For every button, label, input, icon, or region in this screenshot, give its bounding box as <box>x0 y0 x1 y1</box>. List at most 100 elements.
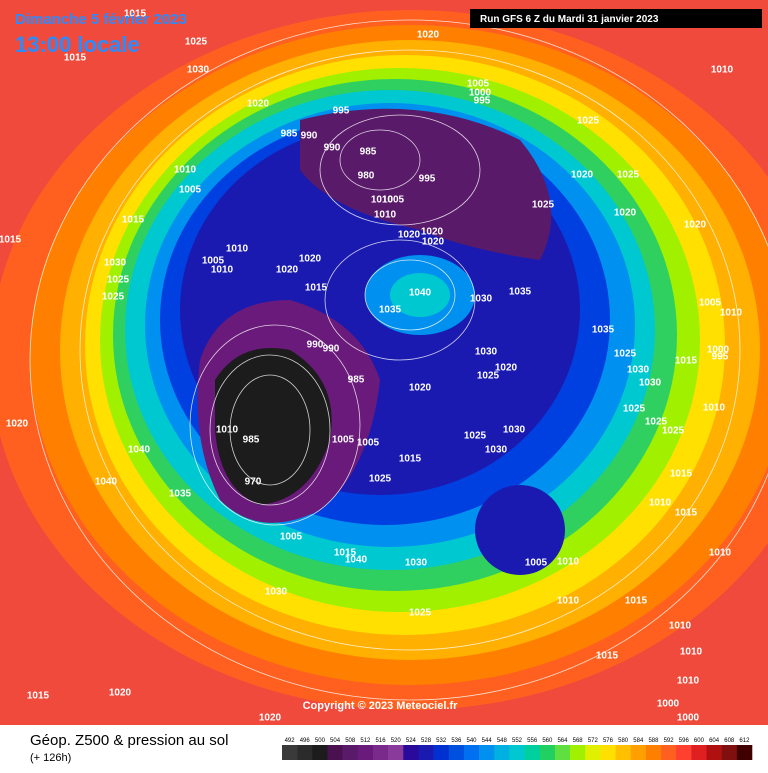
isobar-label: 1010 <box>374 210 397 221</box>
scale-tick-label: 532 <box>436 738 447 744</box>
isobar-label: 1015 <box>122 215 145 226</box>
isobar-lines <box>29 19 768 701</box>
isobar-label: 1035 <box>592 325 615 336</box>
trough <box>300 108 552 260</box>
isobar-label: 1020 <box>614 208 637 219</box>
isobar-label: 1010 <box>720 308 743 319</box>
isobar-label: 1035 <box>509 287 532 298</box>
low-center <box>475 485 565 575</box>
isobar-label: 1015 <box>305 283 328 294</box>
isobar-label: 1030 <box>470 294 493 305</box>
isobar-label: 1010 <box>677 676 700 687</box>
isobar-label: 1010 <box>557 557 580 568</box>
isobar-label: 1015 <box>334 548 357 559</box>
scale-tick-label: 552 <box>512 738 523 744</box>
isobar-label: 1025 <box>107 275 130 286</box>
run: Run GFS 6 Z du Mardi 31 janvier 2023 <box>480 14 659 25</box>
isobar-label: 1010 <box>211 265 234 276</box>
scale-tick-label: 608 <box>724 738 735 744</box>
scale-swatch <box>418 745 434 760</box>
scale-swatch <box>372 745 389 760</box>
isobar-label: 1010 <box>649 498 672 509</box>
isobar-label: 995 <box>333 106 350 117</box>
isobar-label: 1020 <box>247 99 270 110</box>
isobar-label: 985 <box>348 375 365 386</box>
isobar-label: 1025 <box>477 371 500 382</box>
run-box <box>470 9 762 28</box>
isobar-label: 1005 <box>382 195 405 206</box>
isobar-label: 1020 <box>276 265 299 276</box>
isobar-label: 1000 <box>677 713 700 724</box>
date: Dimanche 5 février 2023 <box>15 11 187 28</box>
scale-swatch <box>388 745 404 760</box>
isobar-label: 1030 <box>503 425 526 436</box>
isobar-label: 1035 <box>379 305 402 316</box>
isobar-label: 1025 <box>645 417 668 428</box>
scale-swatch <box>357 745 374 760</box>
isobar-label: 1025 <box>464 431 487 442</box>
isobar-label: 1015 <box>670 469 693 480</box>
isobar-label: 995 <box>419 174 436 185</box>
scale-tick-label: 496 <box>300 738 311 744</box>
scale-tick-label: 556 <box>527 738 538 744</box>
scale-swatch <box>630 745 647 760</box>
isobar-label: 1005 <box>699 298 722 309</box>
scale-swatch <box>403 745 419 760</box>
scale-swatch <box>585 745 601 760</box>
isobar-label: 1030 <box>265 587 288 598</box>
scale-swatch <box>494 745 510 760</box>
isobar-label: 1005 <box>332 435 355 446</box>
scale-tick-label: 492 <box>285 738 296 744</box>
isobar-label: 990 <box>307 340 324 351</box>
scale-swatch <box>312 745 328 760</box>
isobar-label: 985 <box>281 129 298 140</box>
isobar-label: 985 <box>243 435 260 446</box>
isobar-label: 1005 <box>525 558 548 569</box>
isobar-label: 1010 <box>557 596 580 607</box>
isobar-label: 1005 <box>202 256 225 267</box>
scale-swatch <box>706 745 722 760</box>
scale-tick-label: 548 <box>497 738 508 744</box>
scale-tick-label: 516 <box>376 738 387 744</box>
isobar-label: 1040 <box>128 445 151 456</box>
isobar-label: 1030 <box>485 445 508 456</box>
scale-swatch <box>661 745 677 760</box>
scale-swatch <box>691 745 707 760</box>
map: 1015 1025 1015 1030 1020 1010 1020 1005 1000 995 9… <box>0 0 768 725</box>
isobar-label: 1025 <box>369 474 392 485</box>
scale-swatch <box>676 745 692 760</box>
scale-tick-label: 504 <box>330 738 341 744</box>
isobar-label: 1020 <box>571 170 594 181</box>
scale-tick-label: 584 <box>633 738 644 744</box>
scale-tick-label: 596 <box>679 738 690 744</box>
isobar-label: 1015 <box>625 596 648 607</box>
isobar-label: 1030 <box>475 347 498 358</box>
isobar-label: 1010 <box>669 621 692 632</box>
scale-tick-label: 544 <box>482 738 493 744</box>
isobar-label: 1005 <box>179 185 202 196</box>
scale-swatch <box>524 745 541 760</box>
isobar-label: 1035 <box>169 489 192 500</box>
isobar-label: 1015 <box>64 53 87 64</box>
isobar-label: 1010 <box>711 65 734 76</box>
footer-lead: (+ 126h) <box>30 752 71 764</box>
isobar-label: 1015 <box>675 508 698 519</box>
isobar-label: 985 <box>360 147 377 158</box>
isobar-label: 1025 <box>532 200 555 211</box>
scale-tick-label: 576 <box>603 738 614 744</box>
isobar-label: 1010 <box>216 425 239 436</box>
scale-swatch <box>479 745 495 760</box>
scale-swatch <box>645 745 662 760</box>
scale-tick-label: 500 <box>315 738 326 744</box>
isobar-label: 1020 <box>109 688 132 699</box>
isobar-label: 1030 <box>104 258 127 269</box>
scale-swatch <box>554 745 571 760</box>
footer-title: Géop. Z500 & pression au sol <box>30 732 228 749</box>
isobar-label: 1000 <box>707 345 730 356</box>
isobar-label: 1015 <box>596 651 619 662</box>
isobar-label: 1025 <box>623 404 646 415</box>
scale-tick-label: 512 <box>360 738 371 744</box>
isobar-label: 990 <box>323 344 340 355</box>
isobar-label: 1020 <box>299 254 322 265</box>
scale-swatch <box>282 745 298 760</box>
